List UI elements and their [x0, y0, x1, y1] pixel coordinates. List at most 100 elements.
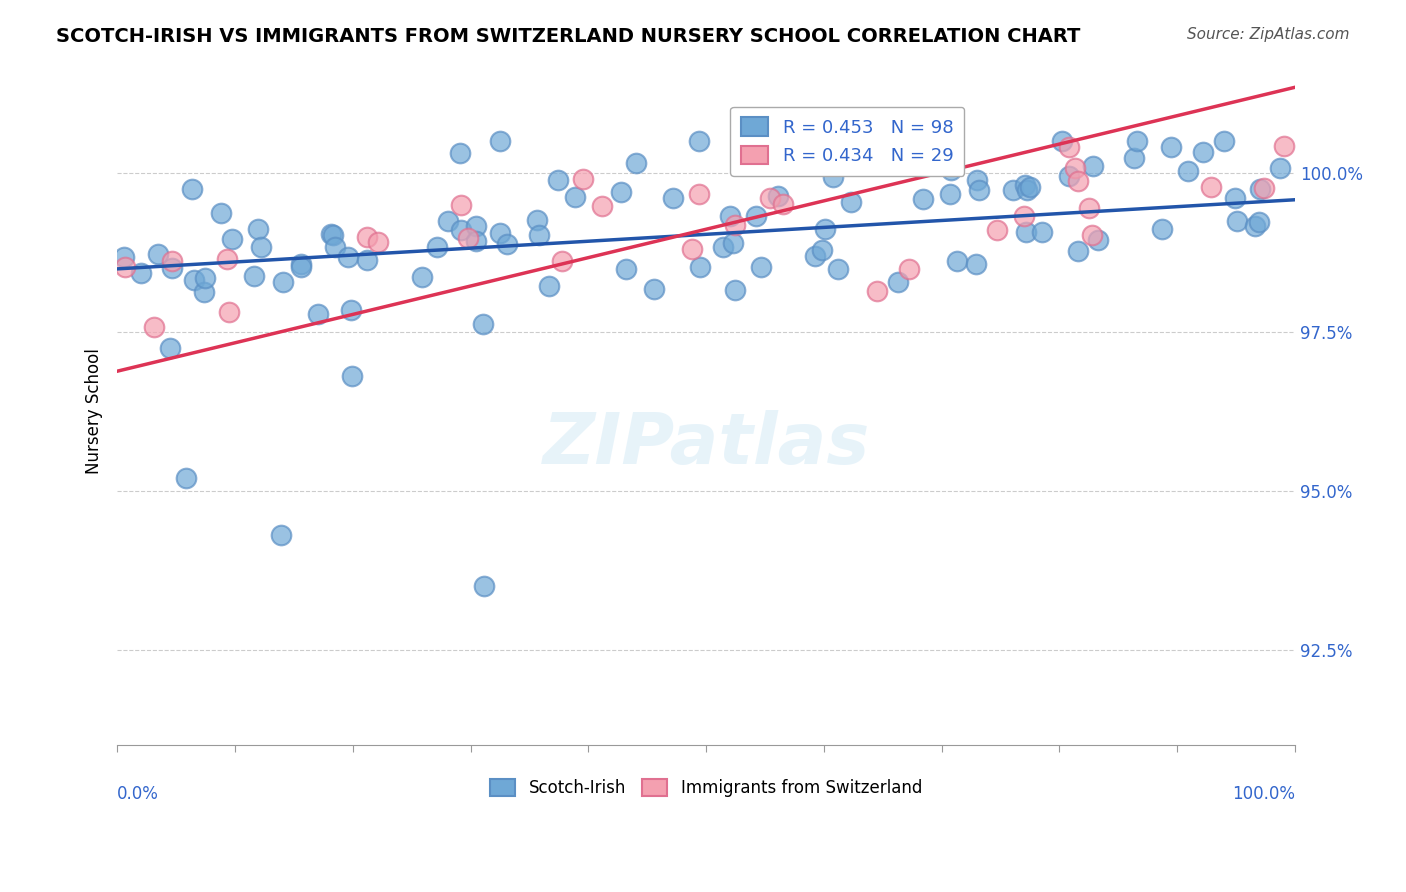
- Point: [1201, 179, 1223, 194]
- Point: [1002, 183, 1025, 197]
- Point: [307, 307, 329, 321]
- Point: [946, 254, 969, 268]
- Point: [886, 275, 908, 289]
- Point: [721, 236, 744, 251]
- Point: [898, 261, 921, 276]
- Point: [821, 169, 844, 184]
- Point: [131, 266, 153, 280]
- Point: [941, 163, 963, 178]
- Point: [526, 212, 548, 227]
- Point: [271, 275, 294, 289]
- Point: [356, 230, 378, 244]
- Point: [472, 579, 495, 593]
- Point: [938, 186, 960, 201]
- Point: [496, 237, 519, 252]
- Point: [745, 209, 768, 223]
- Point: [1066, 244, 1088, 259]
- Point: [839, 194, 862, 209]
- Point: [681, 242, 703, 256]
- Point: [624, 156, 647, 170]
- Point: [1126, 134, 1149, 148]
- Point: [183, 273, 205, 287]
- Point: [1067, 173, 1090, 187]
- Point: [689, 260, 711, 275]
- Point: [724, 218, 747, 232]
- Point: [564, 189, 586, 203]
- Point: [1268, 161, 1291, 176]
- Point: [321, 227, 343, 241]
- Point: [1152, 222, 1174, 236]
- Point: [804, 250, 827, 264]
- Point: [1050, 134, 1073, 148]
- Point: [242, 269, 264, 284]
- Point: [1243, 219, 1265, 233]
- Point: [688, 186, 710, 201]
- Point: [367, 235, 389, 249]
- Point: [814, 221, 837, 235]
- Point: [209, 206, 232, 220]
- Point: [912, 192, 935, 206]
- Point: [1160, 140, 1182, 154]
- Point: [290, 260, 312, 274]
- Point: [250, 240, 273, 254]
- Point: [1087, 233, 1109, 247]
- Point: [1015, 183, 1038, 197]
- Point: [160, 260, 183, 275]
- Point: [856, 145, 879, 159]
- Point: [464, 219, 486, 233]
- Point: [337, 250, 360, 264]
- Point: [342, 369, 364, 384]
- Point: [270, 528, 292, 542]
- Point: [827, 262, 849, 277]
- Point: [768, 188, 790, 202]
- Point: [114, 260, 136, 274]
- Point: [866, 284, 889, 298]
- Text: ZIPatlas: ZIPatlas: [543, 410, 870, 479]
- Point: [247, 221, 270, 235]
- Point: [174, 471, 197, 485]
- Point: [759, 191, 782, 205]
- Y-axis label: Nursery School: Nursery School: [86, 349, 103, 475]
- Point: [160, 253, 183, 268]
- Point: [472, 317, 495, 331]
- Point: [711, 239, 734, 253]
- Point: [572, 172, 595, 186]
- Point: [411, 270, 433, 285]
- Point: [1078, 202, 1101, 216]
- Point: [449, 145, 471, 160]
- Point: [1223, 191, 1246, 205]
- Point: [551, 253, 574, 268]
- Point: [426, 240, 449, 254]
- Point: [437, 214, 460, 228]
- Point: [643, 282, 665, 296]
- Point: [1014, 225, 1036, 239]
- Text: Source: ZipAtlas.com: Source: ZipAtlas.com: [1187, 27, 1350, 42]
- Point: [181, 182, 204, 196]
- Point: [969, 183, 991, 197]
- Point: [662, 191, 685, 205]
- Text: 100.0%: 100.0%: [1232, 785, 1295, 804]
- Point: [143, 320, 166, 334]
- Point: [1059, 169, 1081, 184]
- Legend: Scotch-Irish, Immigrants from Switzerland: Scotch-Irish, Immigrants from Switzerlan…: [484, 772, 929, 804]
- Point: [1226, 214, 1249, 228]
- Point: [356, 253, 378, 268]
- Point: [290, 257, 312, 271]
- Point: [1019, 180, 1042, 194]
- Point: [1064, 161, 1087, 175]
- Point: [489, 134, 512, 148]
- Point: [221, 232, 243, 246]
- Point: [1212, 134, 1234, 148]
- Point: [1122, 151, 1144, 165]
- Point: [1083, 160, 1105, 174]
- Point: [1057, 140, 1080, 154]
- Point: [688, 134, 710, 148]
- Point: [1012, 209, 1035, 223]
- Text: 0.0%: 0.0%: [117, 785, 159, 804]
- Point: [217, 252, 239, 266]
- Point: [591, 199, 613, 213]
- Point: [1249, 215, 1271, 229]
- Point: [1081, 228, 1104, 243]
- Point: [323, 239, 346, 253]
- Point: [159, 341, 181, 355]
